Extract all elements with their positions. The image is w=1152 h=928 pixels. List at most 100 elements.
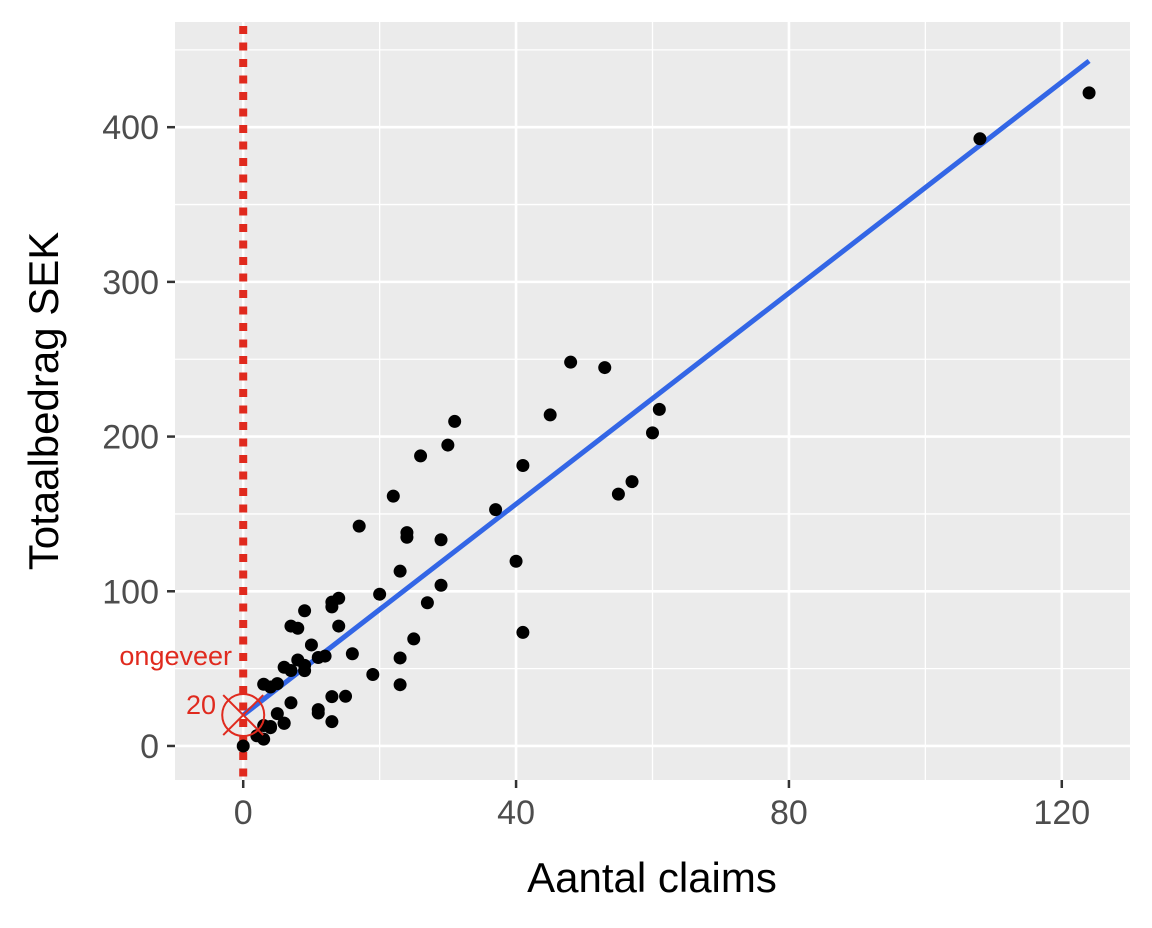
red-dot-segment (239, 125, 248, 133)
red-dot-segment (239, 422, 248, 430)
data-point (646, 426, 659, 440)
data-point (509, 554, 523, 568)
red-dot-segment (239, 290, 248, 298)
data-point (257, 732, 271, 746)
red-dot-segment (239, 389, 248, 397)
annotation-label-20: 20 (186, 690, 216, 720)
data-point (291, 653, 305, 667)
red-dot-segment (239, 339, 248, 348)
data-point (325, 715, 339, 729)
data-point (400, 526, 414, 540)
red-dot-segment (239, 719, 248, 727)
red-dot-segment (239, 323, 248, 331)
data-point (611, 487, 625, 501)
data-point (352, 519, 366, 533)
data-point (434, 578, 448, 592)
data-point (625, 475, 639, 489)
data-point (441, 438, 455, 452)
y-tick-label: 100 (102, 573, 159, 611)
data-point (973, 132, 987, 146)
red-dot-segment (239, 191, 248, 199)
red-dot-segment (239, 636, 248, 645)
red-dot-segment (239, 455, 248, 463)
red-dot-segment (239, 224, 248, 232)
data-point (414, 449, 428, 463)
data-point (277, 716, 291, 730)
y-tick-label: 0 (140, 728, 159, 766)
red-dot-segment (239, 240, 248, 249)
data-point (564, 355, 578, 369)
data-point (264, 719, 277, 733)
red-dot-segment (239, 257, 248, 265)
y-tick-label: 400 (102, 109, 159, 147)
regression-line (241, 58, 1091, 718)
y-tick-label: 300 (102, 264, 159, 302)
data-point (434, 533, 448, 547)
data-point (516, 459, 530, 473)
data-point (598, 361, 612, 375)
red-dot-segment (239, 620, 248, 628)
data-point (373, 587, 387, 601)
red-dot-segment (239, 702, 248, 711)
data-point (393, 651, 407, 665)
data-point (393, 678, 407, 692)
red-dot-segment (239, 752, 248, 760)
data-point (516, 625, 530, 639)
red-dot-segment (239, 438, 248, 447)
data-point (304, 638, 318, 652)
data-point (318, 649, 332, 663)
data-point (1082, 86, 1096, 100)
data-point (332, 619, 346, 633)
red-dot-segment (239, 207, 248, 216)
x-axis-ticks: 0 40 80 120 (234, 780, 1090, 832)
red-dot-segment (239, 653, 248, 661)
data-point (236, 739, 250, 753)
marker-circle (221, 693, 266, 738)
red-dot-segment (239, 521, 248, 529)
red-dot-segment (239, 141, 248, 150)
red-dot-segment (239, 504, 248, 513)
red-dot-segment (239, 405, 248, 414)
x-axis-label: Aantal claims (527, 854, 777, 901)
data-point (270, 677, 284, 691)
red-dot-segment (239, 174, 248, 183)
data-point (311, 706, 325, 720)
data-point (284, 696, 298, 710)
red-dot-segment (239, 570, 248, 579)
red-dot-segment (239, 372, 248, 381)
red-dot-segment (239, 158, 248, 166)
red-dot-segment (239, 471, 248, 480)
data-point (325, 690, 339, 704)
marker-cross (222, 694, 264, 736)
red-dot-segment (239, 686, 248, 694)
data-point (393, 564, 407, 578)
red-dot-segment (239, 356, 248, 364)
data-point (332, 591, 346, 605)
data-point (366, 667, 380, 681)
data-points (236, 86, 1096, 753)
red-dot-segment (239, 42, 248, 51)
data-point (386, 489, 400, 503)
red-dot-segment (239, 59, 248, 67)
red-dot-segment (239, 554, 248, 562)
data-point (345, 647, 359, 661)
data-point (489, 503, 503, 517)
x-tick-label: 80 (770, 794, 808, 832)
red-dot-segment (239, 306, 248, 315)
red-dot-segment (239, 488, 248, 496)
data-point (270, 707, 284, 721)
data-point (291, 621, 305, 635)
y-axis-label: Totaalbedrag SEK (20, 232, 67, 571)
data-point (420, 596, 434, 610)
annotation-label-ongeveer: ongeveer (119, 641, 232, 671)
data-point (448, 414, 462, 428)
x-tick-label: 0 (234, 794, 253, 832)
red-dot-segment (239, 603, 248, 612)
red-dot-segment (239, 273, 248, 282)
annotation-marker (221, 693, 266, 738)
data-point (407, 632, 421, 646)
red-dotted-line (239, 26, 248, 777)
data-point (652, 402, 666, 416)
x-tick-label: 40 (497, 794, 535, 832)
